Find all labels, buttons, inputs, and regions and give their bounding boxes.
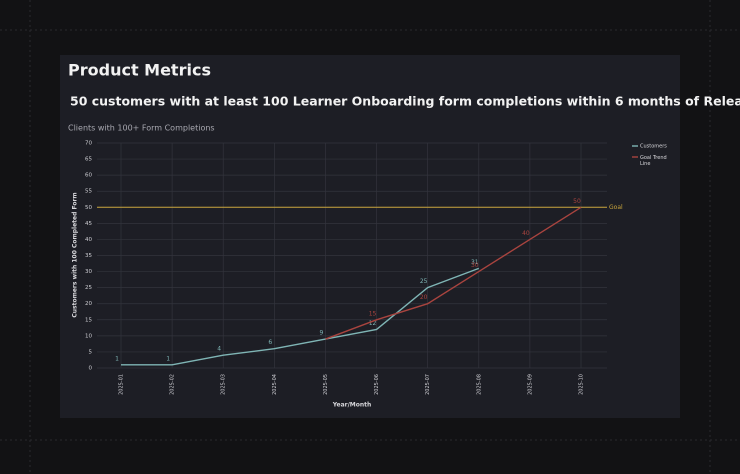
dashboard-panel — [60, 55, 680, 418]
data-label: 40 — [522, 230, 530, 237]
data-label: 20 — [420, 294, 428, 301]
y-tick-label: 5 — [89, 349, 93, 355]
data-label: 1 — [166, 355, 170, 362]
y-tick-label: 65 — [85, 157, 92, 163]
data-label: 50 — [573, 198, 581, 205]
x-tick-label: 2025-08 — [476, 374, 482, 395]
series-line — [121, 267, 480, 366]
legend-label: Goal Trend Line — [640, 155, 667, 167]
y-tick-label: 40 — [85, 237, 92, 243]
goal-label: Goal — [609, 204, 623, 211]
y-tick-label: 15 — [85, 317, 92, 323]
data-label: 15 — [369, 310, 377, 317]
y-tick-label: 45 — [85, 221, 92, 227]
y-tick-label: 55 — [85, 189, 92, 195]
y-tick-label: 20 — [85, 301, 92, 307]
data-label: 30 — [471, 262, 479, 269]
page-subtitle: 50 customers with at least 100 Learner O… — [70, 94, 740, 109]
x-tick-label: 2025-07 — [425, 374, 431, 395]
x-tick-label: 2025-02 — [170, 374, 176, 395]
data-label: 12 — [369, 320, 377, 327]
x-tick-label: 2025-04 — [272, 374, 278, 395]
y-tick-label: 0 — [89, 366, 93, 372]
page-title: Product Metrics — [68, 61, 211, 80]
x-tick-label: 2025-06 — [374, 374, 380, 395]
data-label: 6 — [268, 339, 272, 346]
y-tick-label: 25 — [85, 285, 92, 291]
x-tick-label: 2025-03 — [221, 374, 227, 395]
data-label: 4 — [217, 346, 221, 353]
y-tick-label: 10 — [85, 333, 92, 339]
series-line — [325, 206, 582, 340]
y-tick-label: 70 — [85, 141, 92, 147]
y-tick-label: 60 — [85, 173, 92, 179]
y-tick-label: 50 — [85, 205, 92, 211]
y-tick-label: 35 — [85, 253, 92, 259]
data-label: 25 — [420, 278, 428, 285]
data-label: 9 — [320, 330, 324, 337]
y-axis-title: Customers with 100 Completed Form — [72, 192, 79, 317]
chart-title: Clients with 100+ Form Completions — [68, 124, 215, 133]
x-tick-label: 2025-05 — [323, 374, 329, 395]
legend-label: Customers — [640, 144, 667, 150]
x-axis-title: Year/Month — [332, 402, 372, 409]
x-tick-label: 2025-10 — [579, 374, 585, 395]
y-tick-label: 30 — [85, 269, 92, 275]
x-tick-label: 2025-01 — [119, 374, 125, 395]
data-label: 31 — [471, 259, 479, 266]
x-tick-label: 2025-09 — [527, 374, 533, 395]
data-label: 1 — [115, 355, 119, 362]
